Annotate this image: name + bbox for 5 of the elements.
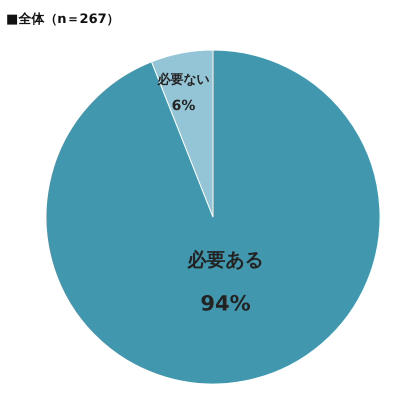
data-label: 6% — [172, 98, 196, 114]
chart-title: ■全体（n＝267） — [6, 11, 120, 28]
pie-slice — [46, 50, 380, 384]
slice-label: 必要ある — [186, 248, 264, 271]
data-label: 94% — [200, 291, 251, 316]
